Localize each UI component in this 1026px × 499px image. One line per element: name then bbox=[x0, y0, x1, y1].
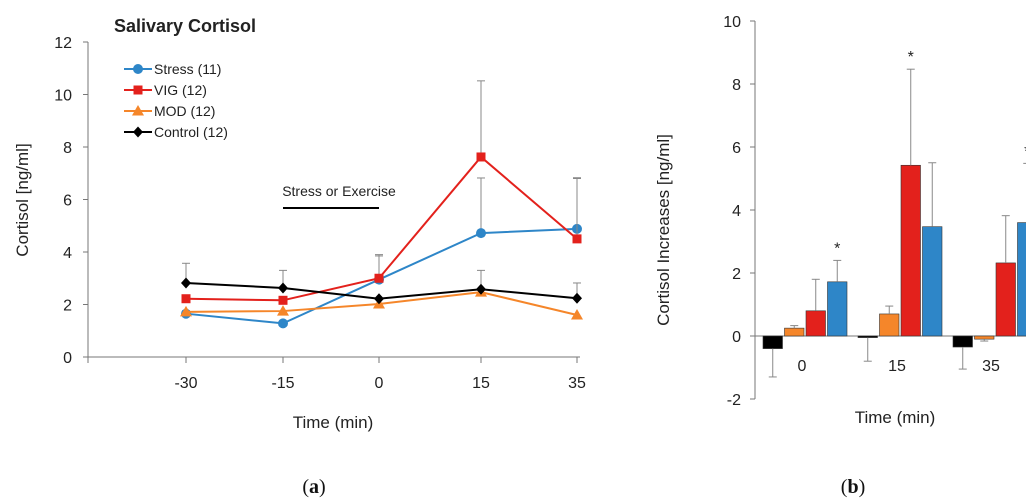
chart-a-y-tick-label: 4 bbox=[63, 245, 72, 262]
chart-b-y-tick-label: 2 bbox=[732, 266, 741, 283]
chart-b-y-tick-label: 8 bbox=[732, 77, 741, 94]
legend-label: VIG (12) bbox=[154, 82, 207, 98]
panel-a: Salivary Cortisol Cortisol [ng/ml] Time … bbox=[13, 16, 586, 498]
chart-a-plot-area bbox=[180, 80, 583, 329]
chart-a-y-tick-label: 0 bbox=[63, 350, 72, 367]
chart-b-x-axis-label: Time (min) bbox=[855, 408, 936, 427]
chart-b-plot-area: * * * bbox=[762, 49, 1026, 378]
chart-b-y-tick-label: 0 bbox=[732, 329, 741, 346]
chart-b-y-tick-label: 4 bbox=[732, 203, 741, 220]
chart-a-y-tick-label: 12 bbox=[54, 35, 72, 52]
significance-asterisk: * bbox=[908, 49, 914, 66]
chart-b-x-tick-label: 35 bbox=[982, 358, 1000, 375]
chart-a-title: Salivary Cortisol bbox=[114, 16, 256, 36]
chart-b-bar bbox=[974, 335, 995, 340]
chart-a-axes: 0 2 4 6 8 10 12 -30 -15 0 15 35 bbox=[54, 35, 586, 392]
chart-b-bar bbox=[827, 281, 848, 337]
chart-b-y-tick-label: 10 bbox=[723, 14, 741, 31]
legend-marker bbox=[132, 105, 144, 116]
chart-b-axes: -2 0 2 4 6 8 10 0 15 35 bbox=[723, 14, 1026, 409]
chart-a-data-point bbox=[572, 234, 582, 244]
chart-a-y-tick-label: 6 bbox=[63, 193, 72, 210]
chart-a-data-point bbox=[571, 309, 583, 320]
chart-a-data-point bbox=[277, 305, 289, 316]
chart-b-bar bbox=[922, 226, 943, 337]
significance-asterisk: * bbox=[1024, 143, 1026, 160]
chart-a-x-tick-label: 35 bbox=[568, 375, 586, 392]
legend-label: Stress (11) bbox=[154, 61, 221, 77]
chart-b-bar bbox=[1017, 222, 1026, 337]
legend-marker bbox=[133, 126, 143, 138]
chart-b-x-tick-label: 15 bbox=[888, 358, 906, 375]
chart-a-y-tick-label: 8 bbox=[63, 140, 72, 157]
chart-b-y-axis-label: Cortisol Increases [ng/ml] bbox=[654, 134, 673, 326]
chart-a-data-point bbox=[181, 277, 191, 289]
chart-b-bar bbox=[995, 262, 1016, 337]
chart-a-x-tick-label: 0 bbox=[375, 375, 384, 392]
chart-a-y-axis-label: Cortisol [ng/ml] bbox=[13, 143, 32, 256]
legend-marker bbox=[133, 64, 143, 74]
chart-b-y-tick-label: -2 bbox=[727, 392, 741, 409]
chart-b-bar bbox=[762, 335, 783, 349]
chart-b-bar bbox=[805, 310, 826, 337]
chart-b-x-tick-label: 0 bbox=[798, 358, 807, 375]
chart-a-data-point bbox=[181, 294, 191, 304]
chart-a-data-point bbox=[476, 283, 486, 295]
chart-a-legend: Stress (11) VIG (12) MOD (12) Control (12) bbox=[124, 61, 228, 140]
chart-a-x-axis-label: Time (min) bbox=[293, 413, 374, 432]
chart-b-bar bbox=[900, 164, 921, 337]
legend-label: Control (12) bbox=[154, 124, 228, 140]
chart-b-y-tick-label: 6 bbox=[732, 140, 741, 157]
chart-a-x-tick-label: 15 bbox=[472, 375, 490, 392]
legend-marker bbox=[133, 85, 143, 95]
caption-b: (b) bbox=[841, 476, 865, 498]
stress-exercise-annotation: Stress or Exercise bbox=[282, 183, 396, 199]
chart-b-bar bbox=[857, 335, 878, 338]
chart-a-data-point bbox=[476, 228, 486, 239]
chart-a-data-point bbox=[374, 273, 384, 283]
chart-a-y-tick-label: 2 bbox=[63, 298, 72, 315]
significance-asterisk: * bbox=[834, 240, 840, 257]
chart-a-x-tick-label: -30 bbox=[174, 375, 197, 392]
chart-b-bar bbox=[784, 327, 805, 337]
chart-a-data-point bbox=[572, 292, 582, 304]
chart-b-bar bbox=[879, 313, 900, 337]
chart-a-data-point bbox=[278, 295, 288, 305]
panel-b: Cortisol Increases [ng/ml] Time (min) -2… bbox=[654, 14, 1026, 498]
chart-a-y-tick-label: 10 bbox=[54, 88, 72, 105]
chart-b-bar bbox=[952, 335, 973, 348]
chart-a-data-point bbox=[180, 305, 192, 317]
chart-a-data-point bbox=[476, 152, 486, 162]
chart-a-data-point bbox=[278, 282, 288, 294]
legend-label: MOD (12) bbox=[154, 103, 215, 119]
chart-a-data-point bbox=[374, 293, 384, 305]
chart-a-x-tick-label: -15 bbox=[271, 375, 294, 392]
chart-a-data-point bbox=[278, 318, 288, 329]
caption-a: (a) bbox=[302, 476, 325, 498]
